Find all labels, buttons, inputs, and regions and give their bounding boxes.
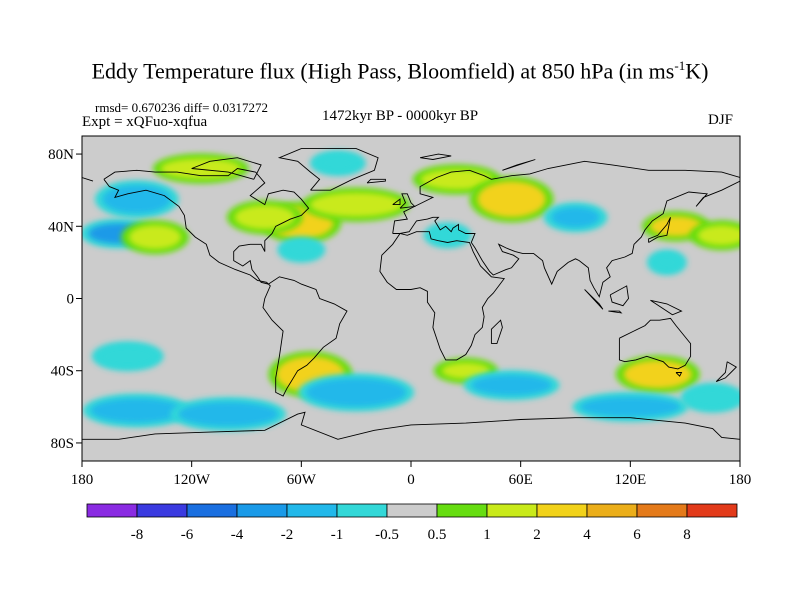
anomaly-cell xyxy=(650,216,703,237)
anomaly-cell xyxy=(697,225,740,246)
colorbar-label: 1 xyxy=(483,527,491,543)
lon-tick-label: 0 xyxy=(407,472,415,488)
colorbar-label: -4 xyxy=(231,527,244,543)
experiment-label: Expt = xQFuo-xqfua xyxy=(82,114,208,130)
coastline xyxy=(609,285,629,307)
coastline xyxy=(715,361,738,383)
colorbar-swatch xyxy=(186,503,238,518)
colorbar-label: 2 xyxy=(533,527,541,543)
anomaly-cell xyxy=(431,227,464,244)
colorbar-label: 8 xyxy=(683,527,691,543)
anomaly-cell xyxy=(477,181,546,218)
anomaly-field xyxy=(82,150,740,432)
lon-tick-label: 180 xyxy=(729,472,752,488)
coastline xyxy=(392,160,740,234)
lon-tick-label: 60E xyxy=(509,472,533,488)
anomaly-cell xyxy=(160,158,241,179)
lat-tick-label: 80N xyxy=(48,147,74,163)
lon-tick-label: 120E xyxy=(614,472,646,488)
anomaly-cell xyxy=(580,396,681,417)
anomaly-cell xyxy=(285,241,318,258)
coastline xyxy=(379,231,506,361)
lon-tick-label: 120W xyxy=(173,472,211,488)
coastline xyxy=(103,168,348,397)
colorbar-swatch xyxy=(686,503,738,518)
anomaly-cell xyxy=(306,378,407,407)
coastlines xyxy=(82,148,740,440)
anomaly-cell xyxy=(102,185,171,214)
coastline xyxy=(191,157,262,180)
anomaly-cell xyxy=(99,346,156,367)
colorbar-swatch xyxy=(636,503,688,518)
colorbar-swatch xyxy=(436,503,488,518)
anomaly-cell xyxy=(551,207,600,228)
lat-tick-label: 40S xyxy=(51,364,74,380)
axis-ticks: 80N 40N 0 40S 80S 180 120W 60W 0 60E 120E 180 xyxy=(48,147,751,488)
coastline xyxy=(608,310,623,314)
anomaly-cell xyxy=(688,387,737,408)
map-title: Eddy Temperature flux (High Pass, Bloomf… xyxy=(91,58,709,84)
anomaly-cell xyxy=(234,205,295,230)
anomaly-cell xyxy=(623,360,692,389)
colorbar-swatch xyxy=(236,503,288,518)
lon-tick-label: 180 xyxy=(71,472,94,488)
colorbar-swatch xyxy=(486,503,538,518)
period-label: 1472kyr BP - 0000kyr BP xyxy=(322,108,479,124)
colorbar-swatch xyxy=(536,503,588,518)
colorbar-label: -8 xyxy=(131,527,144,543)
stats-label: rmsd= 0.670236 diff= 0.0317272 xyxy=(95,100,268,115)
anomaly-cell xyxy=(420,169,493,190)
coastline xyxy=(675,372,683,377)
colorbar-label: -2 xyxy=(281,527,294,543)
colorbar-label: 6 xyxy=(633,527,641,543)
colorbar-label: -1 xyxy=(331,527,344,543)
season-label: DJF xyxy=(708,112,734,128)
colorbar-label: 0.5 xyxy=(428,527,447,543)
anomaly-cell xyxy=(90,398,183,423)
coastline xyxy=(490,319,503,345)
anomaly-cell xyxy=(129,225,182,250)
coastline xyxy=(392,180,740,298)
lat-tick-label: 0 xyxy=(67,292,75,308)
coastline xyxy=(399,193,416,209)
coastline xyxy=(82,411,740,440)
anomaly-cell xyxy=(471,375,552,396)
colorbar-label: -6 xyxy=(181,527,194,543)
colorbar-swatch xyxy=(86,503,138,518)
coastline xyxy=(650,299,683,316)
anomaly-cell xyxy=(310,192,403,217)
colorbar-swatch xyxy=(586,503,638,518)
coastline xyxy=(584,289,604,310)
anomaly-cell xyxy=(654,254,679,271)
colorbar-label: -0.5 xyxy=(375,527,399,543)
coastline xyxy=(277,148,379,191)
lon-tick-label: 60W xyxy=(287,472,317,488)
colorbar-label: 4 xyxy=(583,527,591,543)
coastline xyxy=(392,198,401,206)
coastline xyxy=(366,178,386,184)
colorbar-swatch xyxy=(136,503,188,518)
coastline xyxy=(420,153,452,160)
anomaly-cell xyxy=(317,155,358,172)
colorbar-swatch xyxy=(386,503,438,518)
anomaly-cell xyxy=(178,402,279,427)
lat-tick-label: 40N xyxy=(48,219,74,235)
colorbar-swatch xyxy=(286,503,338,518)
colorbar: -8 -6 -4 -2 -1 -0.5 0.5 1 2 4 6 8 xyxy=(86,503,738,543)
lat-tick-label: 80S xyxy=(51,436,74,452)
coastline xyxy=(618,317,692,370)
colorbar-swatch xyxy=(336,503,388,518)
coastline xyxy=(648,217,671,243)
coastline xyxy=(82,177,94,182)
coastline xyxy=(502,159,536,171)
